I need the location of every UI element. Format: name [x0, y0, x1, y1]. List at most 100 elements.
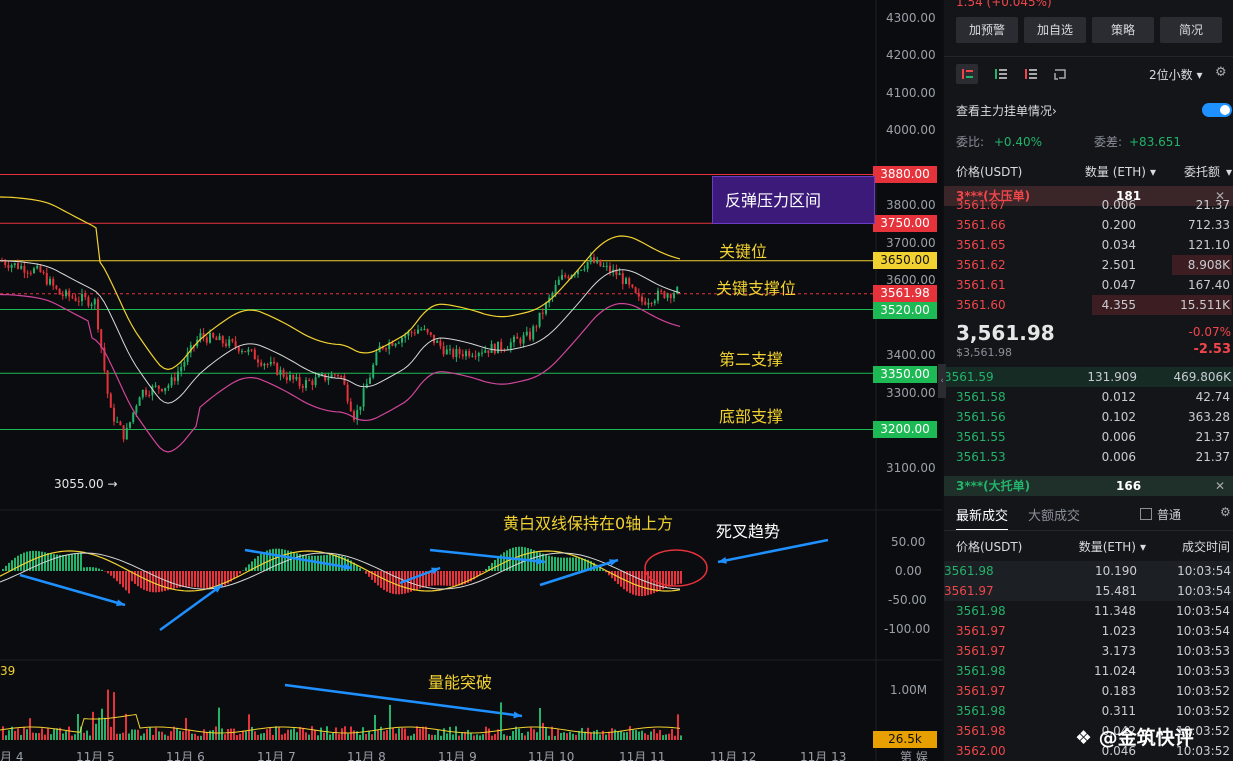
qty-cell: 1.023 [1101, 624, 1136, 638]
macd-bar [80, 552, 82, 571]
ask-row[interactable]: 3561.67 0.006 21.37 [956, 195, 1232, 215]
ask-row[interactable]: 3561.61 0.047 167.40 [956, 275, 1232, 295]
volume-bar [656, 733, 658, 740]
qty-cell: 0.047 [1101, 278, 1136, 292]
date-tick: 11月 8 [347, 750, 386, 761]
big-ask-row[interactable]: 3***(大压单) 181 ✕ [944, 186, 1233, 206]
macd-bar [635, 571, 637, 596]
settings-icon[interactable]: ⚙ [1215, 65, 1227, 80]
level-tag-3880: 3880.00 [873, 166, 937, 183]
order-book-toggle[interactable] [1202, 103, 1232, 117]
macd-bar [200, 571, 202, 588]
big-bid-row[interactable]: 3***(大托单) 166 ✕ [944, 476, 1233, 496]
price-tick: 3700.00 [886, 236, 936, 250]
candle-body [247, 349, 250, 353]
macd-bar [272, 548, 274, 571]
expand-icon[interactable] [1050, 64, 1072, 84]
macd-bar [209, 571, 211, 589]
depth-view-both-icon[interactable] [956, 64, 978, 84]
bid-row[interactable]: 3561.59 131.909 469.806K [944, 367, 1233, 387]
macd-bar [575, 557, 577, 571]
amount-cell: 21.37 [1195, 198, 1230, 212]
volume-bar [512, 731, 514, 740]
qty-cell: 0.006 [1101, 450, 1136, 464]
candle-body [84, 293, 87, 298]
candle-body [215, 337, 218, 341]
candle-body [529, 331, 531, 340]
normal-checkbox[interactable] [1140, 508, 1152, 520]
volume-bar [269, 727, 271, 740]
bid-row[interactable]: 3561.56 0.102 363.28 [956, 407, 1232, 427]
add-alert-button[interactable]: 加预警 [956, 17, 1018, 43]
macd-bar [14, 557, 16, 571]
candle-body [625, 278, 627, 284]
middle-band-line [0, 260, 681, 404]
macd-bar [482, 571, 484, 572]
candle-body [301, 386, 304, 388]
chart-area[interactable]: 4300.00 4200.00 4100.00 4000.00 3800.00 … [0, 0, 942, 761]
candle-body [4, 261, 7, 266]
candle-body [186, 352, 189, 363]
macd-bar [113, 571, 115, 579]
qty-cell: 2.501 [1101, 258, 1136, 272]
order-book-link[interactable]: 查看主力挂单情况› [956, 104, 1057, 118]
volume-bar [548, 735, 550, 740]
volume-ma-value: 39 [0, 664, 16, 678]
price-tick: 4200.00 [886, 48, 936, 62]
tab-large-trades[interactable]: 大额成交 [1028, 509, 1081, 524]
macd-bar [305, 555, 307, 571]
candle-body [541, 312, 544, 314]
strategy-button[interactable]: 策略 [1092, 17, 1154, 43]
volume-bar [488, 728, 490, 740]
depth-view-bids-icon[interactable] [990, 64, 1012, 84]
candle-body [26, 272, 29, 274]
ask-row[interactable]: 3561.60 4.355 15.511K [956, 295, 1232, 315]
macd-bar [92, 567, 94, 571]
candle-body [669, 294, 672, 299]
macd-bar [290, 551, 292, 571]
candle-body [65, 290, 67, 297]
macd-bar [77, 553, 79, 571]
candle-body [148, 394, 151, 396]
depth-view-asks-icon[interactable] [1020, 64, 1042, 84]
candle-body [359, 406, 362, 411]
candle-body [516, 336, 519, 339]
volume-bar [257, 734, 259, 740]
overview-button[interactable]: 简况 [1160, 17, 1222, 43]
bid-row[interactable]: 3561.58 0.012 42.74 [956, 387, 1232, 407]
volume-bar [428, 734, 430, 740]
macd-bar [656, 571, 658, 592]
bid-row[interactable]: 3561.53 0.006 21.37 [956, 447, 1232, 467]
arrow-head [116, 599, 125, 607]
macd-bar [569, 557, 571, 571]
bid-row[interactable]: 3561.55 0.006 21.37 [956, 427, 1232, 447]
volume-bar [449, 726, 451, 740]
add-watchlist-button[interactable]: 加自选 [1024, 17, 1086, 43]
volume-bar [539, 708, 541, 740]
decimals-select[interactable]: 2位小数 ▾ [1149, 68, 1203, 82]
tab-latest-trades[interactable]: 最新成交 [956, 505, 1009, 531]
ask-row[interactable]: 3561.65 0.034 121.10 [956, 235, 1232, 255]
volume-bar [569, 731, 571, 740]
divider [944, 530, 1233, 531]
filter-icon[interactable]: ⚙ [1220, 505, 1231, 519]
candle-body [397, 342, 400, 344]
candlestick-chart[interactable] [0, 0, 942, 761]
close-icon[interactable]: ✕ [1214, 189, 1225, 203]
macd-bar [26, 551, 28, 571]
volume-bar [197, 735, 199, 740]
second-support-label: 第二支撑 [719, 350, 784, 369]
candle-body [599, 259, 602, 267]
price-tick: 4000.00 [886, 123, 936, 137]
price-cell: 3561.66 [956, 218, 1006, 232]
close-icon[interactable]: ✕ [1214, 479, 1225, 493]
ask-row[interactable]: 3561.62 2.501 8.908K [956, 255, 1232, 275]
collapse-handle-icon[interactable]: ‹ [938, 364, 946, 398]
ask-row[interactable]: 3561.66 0.200 712.33 [956, 215, 1232, 235]
trade-row: 3561.98 11.024 10:03:53 [956, 661, 1232, 681]
candle-body [436, 340, 439, 343]
macd-bar [128, 571, 130, 594]
candle-body [609, 265, 611, 273]
volume-bar [563, 732, 565, 740]
macd-bar [578, 557, 580, 571]
